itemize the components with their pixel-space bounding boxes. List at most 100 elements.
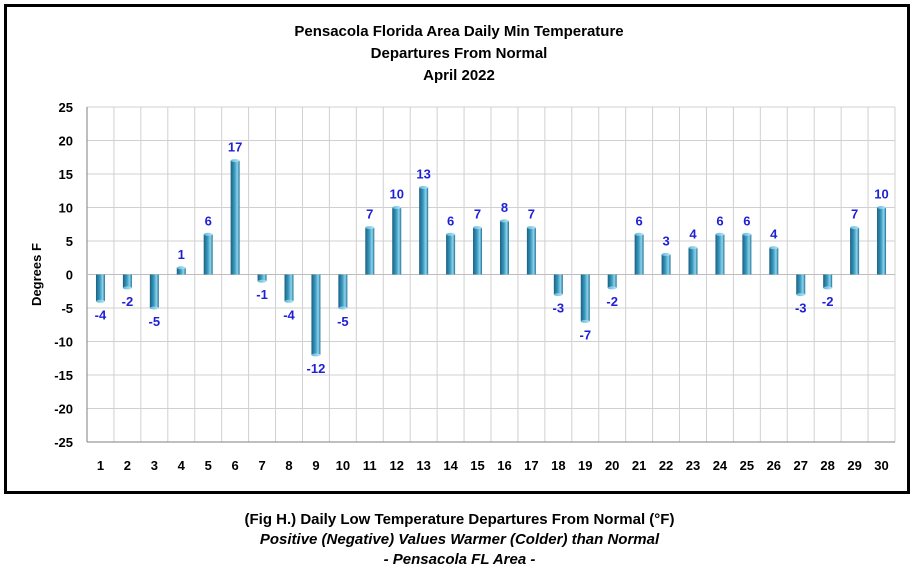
y-tick-label: -10 <box>54 335 73 350</box>
data-label: -12 <box>307 361 326 376</box>
bar-cap <box>634 232 644 236</box>
chart-title-line-3: April 2022 <box>423 67 495 84</box>
bar-cap <box>823 286 833 290</box>
data-label: 4 <box>770 227 778 242</box>
data-label: -2 <box>122 294 134 309</box>
bar <box>580 274 590 322</box>
y-tick-label: 5 <box>66 234 73 249</box>
bar-cap <box>715 232 725 236</box>
data-label: 7 <box>851 207 858 222</box>
bar-cap <box>149 306 159 310</box>
data-label: -3 <box>795 301 807 316</box>
data-label: 6 <box>743 213 750 228</box>
bar <box>338 274 348 308</box>
chart-title-line-1: Pensacola Florida Area Daily Min Tempera… <box>294 23 623 40</box>
y-tick-label: -15 <box>54 368 73 383</box>
x-tick-label: 6 <box>232 458 239 473</box>
bar-cap <box>580 319 590 323</box>
y-tick-label: 25 <box>59 100 73 115</box>
bar <box>149 274 159 308</box>
bar-cap <box>553 293 563 297</box>
bar-cap <box>661 252 671 256</box>
bar <box>742 234 752 275</box>
bar-cap <box>499 219 509 223</box>
bar <box>607 274 617 288</box>
bar <box>823 274 833 288</box>
data-label: 7 <box>528 207 535 222</box>
data-label: -4 <box>283 307 295 322</box>
caption-line-3: - Pensacola FL Area - <box>383 551 536 568</box>
bar-cap <box>419 185 429 189</box>
x-tick-label: 29 <box>847 458 861 473</box>
chart-frame <box>4 4 910 494</box>
bar <box>715 234 725 275</box>
bar-cap <box>257 279 267 283</box>
data-label: 6 <box>447 213 454 228</box>
data-label: 6 <box>205 213 212 228</box>
bar-cap <box>176 266 186 270</box>
bar-cap <box>877 206 887 209</box>
bar <box>257 274 267 282</box>
data-label: 17 <box>228 140 242 155</box>
x-tick-label: 3 <box>151 458 158 473</box>
data-label: 10 <box>389 187 403 202</box>
bar <box>95 274 105 302</box>
data-label: 6 <box>636 213 643 228</box>
data-label: 7 <box>366 207 373 222</box>
bar-cap <box>122 286 132 290</box>
bar-cap <box>95 299 105 303</box>
caption-line-1: (Fig H.) Daily Low Temperature Departure… <box>244 511 675 528</box>
x-tick-label: 8 <box>285 458 292 473</box>
data-label: -7 <box>579 327 591 342</box>
bar <box>311 274 321 355</box>
y-axis-label: Degrees F <box>29 243 44 306</box>
x-tick-label: 27 <box>793 458 807 473</box>
bar <box>473 227 483 275</box>
data-label: 10 <box>874 187 888 202</box>
bar <box>850 227 860 275</box>
bar <box>661 254 671 275</box>
y-tick-label: 0 <box>66 268 73 283</box>
x-tick-label: 13 <box>416 458 430 473</box>
data-label: -5 <box>149 314 161 329</box>
x-tick-label: 5 <box>205 458 212 473</box>
bar <box>230 160 240 275</box>
bar <box>392 207 402 275</box>
x-tick-label: 20 <box>605 458 619 473</box>
x-tick-label: 11 <box>363 458 377 473</box>
bar <box>796 274 806 295</box>
data-label: -2 <box>822 294 834 309</box>
x-tick-label: 1 <box>97 458 104 473</box>
data-label: 8 <box>501 200 508 215</box>
x-tick-label: 24 <box>713 458 728 473</box>
bar-cap <box>473 226 483 230</box>
y-tick-label: 15 <box>59 167 73 182</box>
chart: Pensacola Florida Area Daily Min Tempera… <box>29 23 896 473</box>
bar <box>419 187 429 275</box>
x-tick-label: 22 <box>659 458 673 473</box>
y-tick-label: -25 <box>54 435 73 450</box>
bar-cap <box>526 226 536 230</box>
data-label: -2 <box>606 294 618 309</box>
x-tick-label: 30 <box>874 458 888 473</box>
bar-cap <box>850 226 860 230</box>
x-tick-label: 17 <box>524 458 538 473</box>
bar-cap <box>311 353 321 357</box>
data-label: -5 <box>337 314 349 329</box>
y-tick-label: 10 <box>59 201 73 216</box>
data-label: -3 <box>553 301 565 316</box>
bar-cap <box>203 232 213 236</box>
y-tick-label: -20 <box>54 402 73 417</box>
data-label: 7 <box>474 207 481 222</box>
chart-title-line-2: Departures From Normal <box>371 45 548 62</box>
bar-cap <box>796 293 806 297</box>
bar-cap <box>284 299 294 303</box>
x-tick-label: 18 <box>551 458 565 473</box>
bar <box>203 234 213 275</box>
x-tick-label: 2 <box>124 458 131 473</box>
bar <box>122 274 132 288</box>
bar <box>284 274 294 302</box>
bar-cap <box>607 286 617 290</box>
bar <box>877 207 887 275</box>
bar <box>176 267 186 275</box>
